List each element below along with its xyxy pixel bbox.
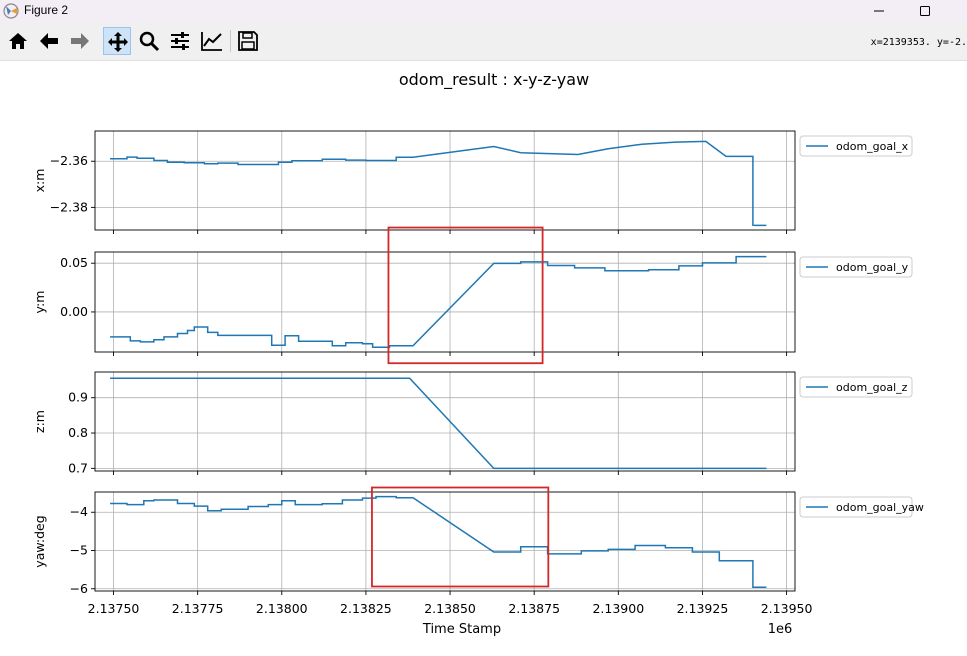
series-line-odom_goal_y [110, 255, 767, 348]
y-tick-label: 0.8 [68, 425, 88, 440]
zoom-button[interactable] [135, 27, 163, 55]
legend-label: odom_goal_z [836, 381, 908, 394]
maximize-button[interactable] [902, 0, 948, 22]
edit-axis-icon [201, 32, 222, 51]
legend: odom_goal_y [799, 256, 913, 278]
minimize-button[interactable] [856, 0, 902, 22]
save-icon [238, 31, 258, 51]
cursor-coordinates: x=2139353. y=-2. [870, 37, 967, 48]
y-tick-label: −2.36 [50, 153, 88, 168]
series-line-odom_goal_yaw [110, 495, 767, 588]
forward-icon [71, 33, 89, 49]
legend-box [799, 376, 913, 398]
y-axis-label: x:m [32, 169, 47, 193]
legend-label: odom_goal_y [836, 261, 909, 274]
figure-canvas[interactable]: odom_result : x-y-z-yaw −2.36 −2.38x:m odom… [0, 60, 967, 656]
highlight-box [387, 226, 544, 365]
maximize-icon [920, 6, 930, 16]
home-button[interactable] [4, 27, 32, 55]
subplot-0: −2.36 −2.38x:m odom_goal_x [32, 130, 913, 234]
axes-frame [94, 130, 796, 231]
back-button[interactable] [35, 27, 63, 55]
matplotlib-app-icon [3, 3, 19, 19]
x-offset-label: 1e6 [768, 622, 793, 637]
subplot-2: 0.9 0.8 0.7 z:m odom_goal_z [32, 371, 913, 475]
window-title: Figure 2 [24, 3, 69, 17]
pan-button[interactable] [103, 27, 131, 55]
edit-axis-button[interactable] [197, 27, 225, 55]
x-tick-label: 2.13800 [256, 601, 308, 616]
y-tick-label: −2.38 [50, 199, 88, 214]
y-tick-label: −6 [70, 581, 88, 596]
x-tick-label: 2.13925 [677, 601, 729, 616]
x-tick-label: 2.13775 [172, 601, 224, 616]
zoom-icon [139, 31, 160, 52]
series-line-odom_goal_z [110, 377, 767, 470]
y-tick-label: 0.05 [60, 255, 88, 270]
y-tick-label: 0.9 [68, 390, 88, 405]
series-line-odom_goal_x [110, 140, 767, 227]
axes-frame [94, 251, 796, 353]
configure-subplots-icon [171, 32, 189, 50]
y-axis-label: y:m [32, 291, 47, 314]
y-axis-label: z:m [32, 410, 47, 433]
legend: odom_goal_yaw [799, 496, 924, 518]
back-icon [40, 33, 58, 49]
configure-subplots-button[interactable] [166, 27, 194, 55]
minimize-icon [874, 10, 884, 12]
x-tick-label: 2.13875 [508, 601, 560, 616]
legend: odom_goal_x [799, 135, 913, 157]
legend-box [799, 496, 913, 518]
x-tick-label: 2.13850 [424, 601, 476, 616]
home-icon [9, 33, 27, 49]
y-tick-label: 0.00 [60, 304, 88, 319]
save-button[interactable] [234, 27, 262, 55]
y-axis-label: yaw:deg [32, 515, 47, 567]
axes-frame [94, 371, 796, 472]
pan-icon [108, 32, 128, 52]
navigation-toolbar: x=2139353. y=-2. [0, 22, 967, 61]
toolbar-separator [230, 30, 231, 52]
window-titlebar: Figure 2 [0, 0, 967, 22]
x-axis-label: Time Stamp [422, 622, 501, 637]
y-tick-label: −5 [70, 543, 88, 558]
legend-label: odom_goal_yaw [836, 501, 924, 514]
legend-label: odom_goal_x [836, 140, 909, 153]
legend-box [799, 256, 913, 278]
x-tick-label: 2.13825 [340, 601, 392, 616]
x-tick-label: 2.13950 [761, 601, 813, 616]
x-tick-label: 2.13900 [592, 601, 644, 616]
forward-button[interactable] [66, 27, 94, 55]
axes-frame [94, 491, 796, 592]
y-tick-label: 0.7 [68, 460, 88, 475]
subplot-3: −4 −5 −6 yaw:deg odom_goal_yaw [32, 491, 924, 596]
x-tick-label: 2.13750 [88, 601, 140, 616]
subplot-1: 0.05 0.00 y:m odom_goal_y [32, 251, 913, 356]
highlight-box [371, 486, 550, 588]
chart-title: odom_result : x-y-z-yaw [399, 70, 589, 90]
y-tick-label: −4 [70, 504, 88, 519]
legend: odom_goal_z [799, 376, 913, 398]
legend-box [799, 135, 913, 157]
